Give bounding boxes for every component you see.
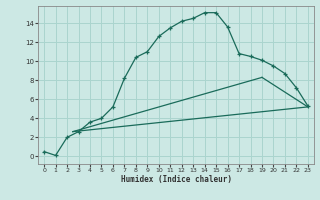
X-axis label: Humidex (Indice chaleur): Humidex (Indice chaleur) xyxy=(121,175,231,184)
